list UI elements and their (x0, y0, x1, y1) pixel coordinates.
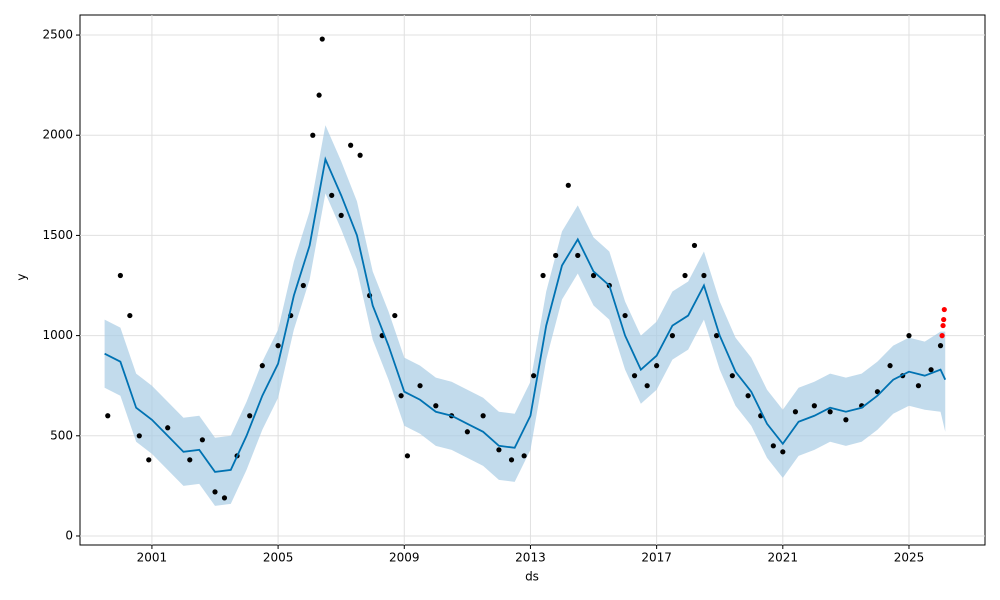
actual-point (212, 489, 218, 495)
actual-point (631, 373, 638, 379)
line-layer (104, 156, 947, 473)
actual-point (221, 495, 228, 501)
x-tick-label: 2017 (641, 551, 672, 565)
test-point (941, 306, 947, 313)
actual-point (165, 425, 171, 431)
actual-point (417, 383, 423, 389)
plot-frame (79, 14, 986, 546)
test-point (940, 322, 946, 329)
band-layer (104, 125, 946, 506)
actual-point (780, 449, 786, 455)
actual-point (644, 383, 650, 389)
x-tick-label: 2005 (263, 551, 294, 565)
actual-point (915, 383, 922, 389)
actual-point (496, 447, 502, 453)
y-tick-label: 0 (65, 528, 73, 542)
actual-point (874, 389, 881, 395)
actual-point (117, 272, 123, 279)
actual-point (654, 363, 660, 369)
y-tick-label: 2000 (42, 128, 73, 142)
y-tick-label: 1000 (42, 328, 73, 342)
actual-point (392, 312, 398, 319)
actual-point (792, 409, 799, 415)
actual-point (404, 453, 411, 459)
actual-point (310, 132, 316, 138)
actual-point (928, 367, 934, 373)
actual-point (937, 343, 944, 349)
actual-point (247, 413, 253, 419)
y-tick-label: 2500 (42, 28, 73, 42)
actual-point (348, 142, 354, 148)
actual-point (259, 363, 265, 369)
actual-point (682, 272, 688, 279)
actual-point (127, 312, 133, 319)
ticks: 2001 2005 2009 2013 2017 2021 2025 0 500 1000 1500… (42, 28, 924, 565)
y-tick-label: 1500 (42, 228, 73, 242)
actual-point (887, 363, 893, 369)
x-tick-label: 2001 (137, 551, 168, 565)
actual-point (906, 333, 912, 339)
actual-point (729, 373, 735, 379)
actual-point (669, 333, 675, 339)
actual-point (553, 252, 559, 259)
actual-point (105, 413, 111, 419)
actual-point (811, 403, 817, 409)
actual-point (827, 409, 833, 415)
actual-point (136, 433, 142, 439)
actual-point (565, 182, 571, 188)
x-tick-label: 2021 (768, 551, 799, 565)
actual-point (713, 333, 720, 339)
actual-point (622, 312, 628, 319)
forecast-line (104, 156, 947, 473)
actual-point (843, 417, 849, 423)
actual-point (319, 36, 325, 42)
actual-point (691, 242, 698, 249)
x-tick-label: 2013 (515, 551, 546, 565)
x-axis-label: ds (525, 570, 539, 584)
uncertainty-band (104, 125, 946, 506)
test-point (941, 316, 947, 323)
actual-point (701, 272, 707, 279)
actual-point (540, 272, 546, 279)
actual-point (187, 457, 193, 463)
actual-point (357, 152, 363, 158)
actual-point (575, 252, 581, 259)
actual-point (433, 403, 439, 409)
y-axis-label: y (15, 273, 29, 280)
actual-point (398, 393, 404, 399)
actual-point (521, 453, 527, 459)
actual-point (508, 457, 515, 463)
x-tick-label: 2009 (389, 551, 420, 565)
actual-point (590, 272, 597, 279)
actual-point (316, 92, 322, 98)
test-point (939, 333, 945, 339)
actual-point (770, 443, 776, 449)
x-tick-label: 2025 (894, 551, 925, 565)
actual-point (146, 457, 152, 463)
actual-point (275, 343, 281, 349)
actual-point (464, 429, 470, 435)
y-tick-label: 500 (50, 428, 73, 442)
actual-point (531, 373, 537, 379)
actual-point (300, 282, 306, 289)
actual-point (745, 393, 751, 399)
actual-point (329, 192, 335, 198)
actual-point (480, 413, 486, 419)
actual-point (199, 437, 205, 443)
actual-point (338, 212, 344, 218)
